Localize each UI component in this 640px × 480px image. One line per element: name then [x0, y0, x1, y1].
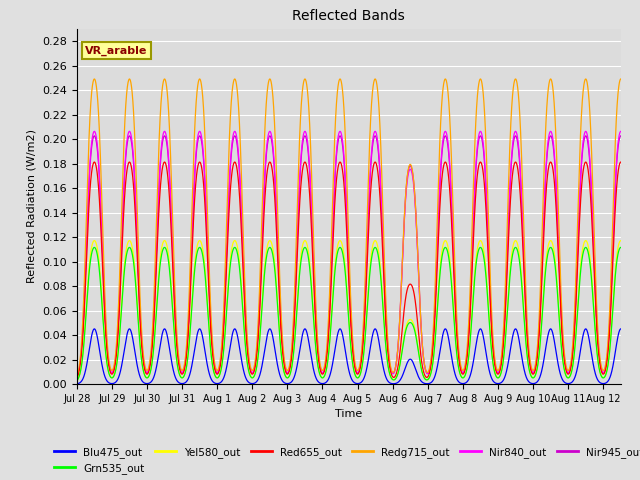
- Nir840_out: [114, 326, 122, 332]
- Redg715_out: [463, 350, 470, 356]
- Yel580_out: [617, 238, 625, 243]
- Line: Nir840_out: Nir840_out: [77, 132, 621, 378]
- Redg715_out: [217, 352, 225, 358]
- Red655_out: [73, 376, 81, 382]
- Blu475_out: [237, 351, 244, 357]
- Nir945_out: [463, 356, 470, 362]
- Yel580_out: [217, 368, 225, 373]
- Line: Redg715_out: Redg715_out: [77, 79, 621, 377]
- Nir840_out: [217, 357, 225, 363]
- Blu475_out: [520, 363, 527, 369]
- Line: Grn535_out: Grn535_out: [77, 247, 621, 381]
- Red655_out: [217, 360, 225, 366]
- Line: Nir945_out: Nir945_out: [77, 136, 621, 378]
- Grn535_out: [73, 378, 81, 384]
- Redg715_out: [570, 333, 577, 338]
- Yel580_out: [570, 359, 577, 364]
- Blu475_out: [217, 380, 225, 385]
- Red655_out: [114, 333, 122, 338]
- Nir945_out: [582, 133, 589, 139]
- Nir840_out: [570, 341, 577, 347]
- Nir840_out: [73, 375, 81, 381]
- Nir840_out: [617, 129, 625, 134]
- Nir840_out: [237, 186, 244, 192]
- Red655_out: [570, 346, 577, 352]
- Nir945_out: [73, 375, 81, 381]
- X-axis label: Time: Time: [335, 409, 362, 419]
- Redg715_out: [237, 146, 244, 152]
- Legend: Blu475_out, Grn535_out, Yel580_out, Red655_out, Redg715_out, Nir840_out, Nir945_: Blu475_out, Grn535_out, Yel580_out, Red6…: [50, 443, 640, 478]
- Redg715_out: [617, 76, 625, 82]
- Y-axis label: Reflected Radiation (W/m2): Reflected Radiation (W/m2): [27, 130, 36, 283]
- Red655_out: [520, 258, 527, 264]
- Nir945_out: [520, 243, 527, 249]
- Grn535_out: [582, 244, 589, 250]
- Redg715_out: [73, 374, 81, 380]
- Grn535_out: [520, 305, 527, 311]
- Text: VR_arable: VR_arable: [85, 46, 147, 56]
- Grn535_out: [217, 368, 225, 374]
- Red655_out: [617, 159, 625, 165]
- Blu475_out: [73, 381, 81, 387]
- Red655_out: [237, 210, 244, 216]
- Nir840_out: [582, 129, 589, 134]
- Redg715_out: [520, 211, 527, 217]
- Yel580_out: [463, 367, 470, 372]
- Grn535_out: [463, 368, 470, 373]
- Blu475_out: [463, 379, 470, 385]
- Yel580_out: [73, 378, 81, 384]
- Redg715_out: [114, 314, 122, 320]
- Yel580_out: [582, 238, 589, 243]
- Red655_out: [582, 159, 589, 165]
- Nir840_out: [463, 356, 470, 361]
- Grn535_out: [114, 351, 122, 357]
- Nir945_out: [570, 342, 577, 348]
- Grn535_out: [237, 276, 244, 282]
- Line: Red655_out: Red655_out: [77, 162, 621, 379]
- Grn535_out: [617, 244, 625, 250]
- Blu475_out: [617, 326, 625, 332]
- Nir945_out: [217, 358, 225, 363]
- Red655_out: [463, 359, 470, 365]
- Nir945_out: [237, 190, 244, 195]
- Blu475_out: [114, 376, 122, 382]
- Grn535_out: [570, 360, 577, 365]
- Title: Reflected Bands: Reflected Bands: [292, 10, 405, 24]
- Nir840_out: [520, 240, 527, 246]
- Nir945_out: [617, 133, 625, 139]
- Redg715_out: [582, 76, 589, 82]
- Line: Blu475_out: Blu475_out: [77, 329, 621, 384]
- Yel580_out: [520, 301, 527, 307]
- Blu475_out: [570, 378, 577, 384]
- Nir945_out: [114, 327, 122, 333]
- Line: Yel580_out: Yel580_out: [77, 240, 621, 381]
- Yel580_out: [237, 271, 244, 276]
- Yel580_out: [114, 349, 122, 355]
